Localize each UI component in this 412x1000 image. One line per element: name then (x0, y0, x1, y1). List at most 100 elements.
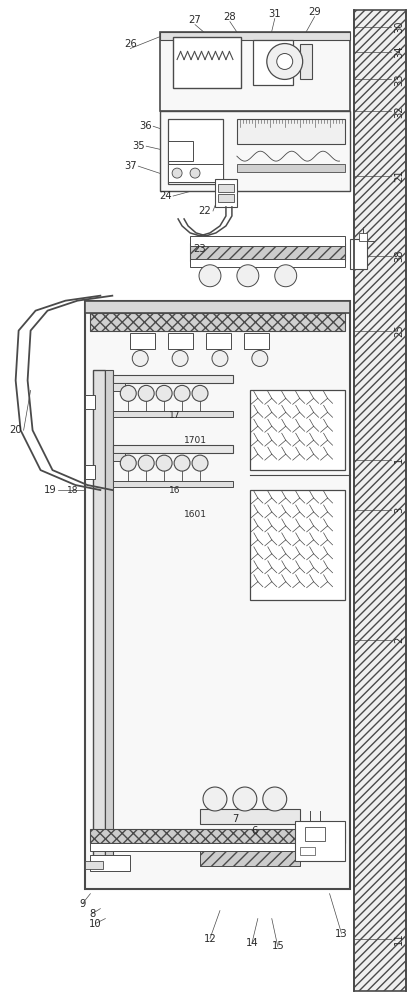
Bar (85, 301, 349, 889)
Bar (168, 141, 193, 161)
Text: 21: 21 (394, 170, 404, 182)
Bar (113, 445, 233, 453)
Text: 2: 2 (394, 636, 404, 643)
Circle shape (277, 54, 293, 69)
Text: 11: 11 (394, 932, 404, 945)
Circle shape (120, 455, 136, 471)
Bar (90, 843, 344, 851)
Circle shape (275, 265, 297, 287)
Bar (85, 465, 95, 479)
Text: 9: 9 (79, 899, 86, 909)
Bar (300, 44, 311, 79)
Circle shape (192, 385, 208, 401)
Bar (206, 333, 231, 349)
Bar (354, 10, 406, 991)
Polygon shape (172, 123, 195, 141)
Circle shape (237, 265, 259, 287)
Bar (90, 855, 130, 871)
Circle shape (138, 385, 154, 401)
Bar (295, 821, 344, 861)
Bar (94, 370, 105, 869)
Text: 13: 13 (335, 929, 348, 939)
Circle shape (132, 351, 148, 366)
Text: 6: 6 (252, 826, 258, 836)
Bar (304, 827, 325, 841)
Bar (130, 333, 155, 349)
Text: 31: 31 (269, 9, 281, 19)
Bar (237, 119, 344, 144)
Text: 27: 27 (189, 15, 201, 25)
Bar (168, 333, 193, 349)
Bar (250, 390, 344, 470)
Text: 3: 3 (394, 507, 404, 513)
Bar (90, 829, 344, 843)
Text: 29: 29 (308, 7, 321, 17)
Circle shape (174, 385, 190, 401)
Bar (105, 370, 113, 869)
Circle shape (252, 351, 268, 366)
Bar (200, 809, 300, 824)
Bar (173, 37, 241, 88)
Circle shape (212, 351, 228, 366)
Bar (215, 179, 237, 207)
Bar (300, 847, 315, 855)
Bar (250, 490, 344, 600)
Circle shape (203, 787, 227, 811)
Bar (113, 453, 125, 461)
Circle shape (267, 44, 303, 79)
Text: 16: 16 (169, 486, 181, 495)
Text: 24: 24 (159, 191, 171, 201)
Bar (349, 239, 368, 269)
Text: 30: 30 (394, 20, 404, 33)
Text: 23: 23 (194, 244, 206, 254)
Bar (113, 481, 233, 487)
Text: 28: 28 (224, 12, 236, 22)
Text: 35: 35 (132, 141, 145, 151)
Circle shape (172, 168, 182, 178)
Bar (160, 111, 349, 191)
Text: 22: 22 (199, 206, 211, 216)
Text: 20: 20 (9, 425, 22, 435)
Text: 19: 19 (44, 485, 57, 495)
Bar (218, 184, 234, 192)
Text: 36: 36 (139, 121, 152, 131)
Bar (85, 861, 103, 869)
Text: 18: 18 (67, 486, 78, 495)
Bar (244, 333, 269, 349)
Bar (218, 194, 234, 202)
Circle shape (192, 455, 208, 471)
Bar (85, 395, 95, 409)
Text: 14: 14 (246, 938, 258, 948)
Text: 37: 37 (124, 161, 136, 171)
Bar (190, 259, 344, 267)
Text: 17: 17 (169, 411, 181, 420)
Bar (360, 233, 368, 241)
Bar (85, 301, 349, 313)
Bar (190, 236, 344, 246)
Circle shape (156, 385, 172, 401)
Text: 15: 15 (272, 941, 284, 951)
Text: 34: 34 (394, 45, 404, 58)
Bar (160, 32, 349, 40)
Circle shape (190, 168, 200, 178)
Circle shape (172, 351, 188, 366)
Bar (168, 119, 223, 184)
Text: 10: 10 (89, 919, 102, 929)
Text: 38: 38 (394, 250, 404, 262)
Circle shape (120, 385, 136, 401)
Bar (168, 164, 223, 182)
Bar (253, 40, 293, 85)
Bar (113, 383, 125, 391)
Text: 25: 25 (394, 324, 404, 337)
Circle shape (174, 455, 190, 471)
Bar (90, 313, 344, 331)
Text: 32: 32 (394, 105, 404, 118)
Circle shape (156, 455, 172, 471)
Text: 7: 7 (232, 814, 238, 824)
Text: 12: 12 (204, 934, 216, 944)
Circle shape (263, 787, 287, 811)
Circle shape (199, 265, 221, 287)
Text: 1: 1 (394, 457, 404, 463)
Text: 26: 26 (124, 39, 137, 49)
Circle shape (138, 455, 154, 471)
